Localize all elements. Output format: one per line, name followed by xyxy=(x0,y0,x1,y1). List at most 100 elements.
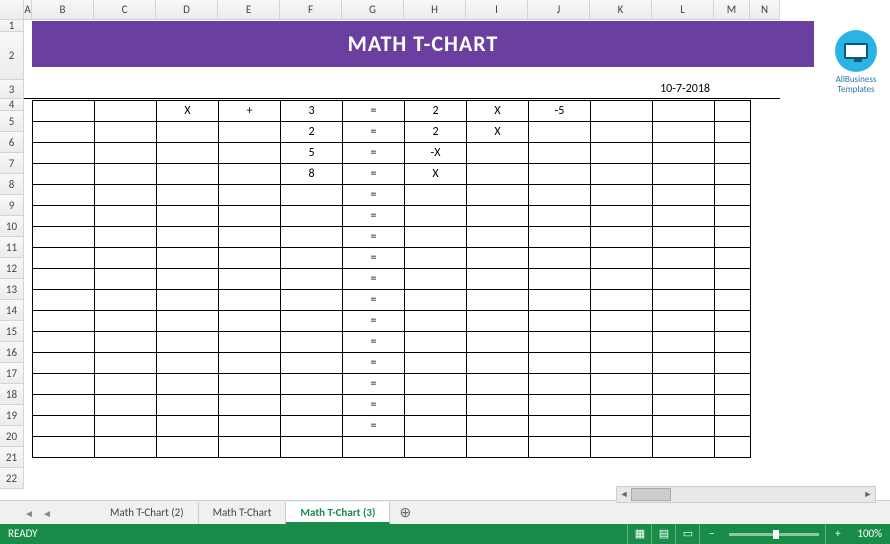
tchart-cell-r5-c5[interactable]: = xyxy=(343,206,405,227)
tchart-cell-r1-c6[interactable]: 2 xyxy=(405,122,467,143)
tchart-cell-r2-c4[interactable]: 5 xyxy=(281,143,343,164)
cell-A18[interactable] xyxy=(24,384,32,405)
tchart-cell-r3-c1[interactable] xyxy=(95,164,157,185)
tchart-cell-r4-c8[interactable] xyxy=(529,185,591,206)
row-header-21[interactable]: 21 xyxy=(0,447,24,468)
cell-M3[interactable] xyxy=(714,80,750,99)
tchart-cell-r7-c9[interactable] xyxy=(591,248,653,269)
tchart-cell-r10-c5[interactable]: = xyxy=(343,311,405,332)
sheet-tab[interactable]: Math T-Chart (3) xyxy=(286,502,390,524)
tchart-cell-r13-c7[interactable] xyxy=(467,374,529,395)
tchart-cell-r12-c3[interactable] xyxy=(219,353,281,374)
tchart-cell-r16-c9[interactable] xyxy=(591,437,653,458)
tchart-cell-r2-c6[interactable]: -X xyxy=(405,143,467,164)
tchart-cell-r15-c6[interactable] xyxy=(405,416,467,437)
tchart-cell-r5-c9[interactable] xyxy=(591,206,653,227)
tchart-cell-r8-c3[interactable] xyxy=(219,269,281,290)
tchart-cell-r13-c9[interactable] xyxy=(591,374,653,395)
cell-N12[interactable] xyxy=(750,258,780,279)
tchart-cell-r14-c7[interactable] xyxy=(467,395,529,416)
tchart-cell-r14-c5[interactable]: = xyxy=(343,395,405,416)
sheet-tab[interactable]: Math T-Chart (2) xyxy=(96,502,199,524)
cell-N21[interactable] xyxy=(750,447,780,468)
cell-A9[interactable] xyxy=(24,195,32,216)
scroll-right-icon[interactable]: ► xyxy=(861,487,875,502)
tchart-cell-r7-c8[interactable] xyxy=(529,248,591,269)
tchart-cell-r3-c9[interactable] xyxy=(591,164,653,185)
cell-N4[interactable] xyxy=(750,99,780,111)
column-header-L[interactable]: L xyxy=(652,0,714,20)
tchart-cell-r1-c0[interactable] xyxy=(33,122,95,143)
column-header-H[interactable]: H xyxy=(404,0,466,20)
tchart-cell-r7-c2[interactable] xyxy=(157,248,219,269)
tchart-cell-r9-c0[interactable] xyxy=(33,290,95,311)
zoom-slider[interactable] xyxy=(729,533,819,536)
tchart-cell-r9-c7[interactable] xyxy=(467,290,529,311)
cell-N15[interactable] xyxy=(750,321,780,342)
tchart-cell-r16-c6[interactable] xyxy=(405,437,467,458)
cell-E3[interactable] xyxy=(218,80,280,99)
tchart-cell-r14-c0[interactable] xyxy=(33,395,95,416)
tchart-cell-r2-c1[interactable] xyxy=(95,143,157,164)
tchart-cell-r7-c6[interactable] xyxy=(405,248,467,269)
tchart-cell-r10-c11[interactable] xyxy=(715,311,751,332)
row-header-9[interactable]: 9 xyxy=(0,195,24,216)
tchart-cell-r1-c8[interactable] xyxy=(529,122,591,143)
tchart-cell-r2-c10[interactable] xyxy=(653,143,715,164)
tchart-cell-r14-c11[interactable] xyxy=(715,395,751,416)
tchart-cell-r3-c2[interactable] xyxy=(157,164,219,185)
tchart-cell-r4-c4[interactable] xyxy=(281,185,343,206)
scroll-left-icon[interactable]: ◄ xyxy=(617,487,631,502)
tchart-cell-r10-c6[interactable] xyxy=(405,311,467,332)
tchart-cell-r14-c4[interactable] xyxy=(281,395,343,416)
tchart-cell-r5-c1[interactable] xyxy=(95,206,157,227)
cell-N18[interactable] xyxy=(750,384,780,405)
tchart-cell-r15-c0[interactable] xyxy=(33,416,95,437)
tchart-cell-r5-c11[interactable] xyxy=(715,206,751,227)
column-header-B[interactable]: B xyxy=(32,0,94,20)
tchart-cell-r0-c7[interactable]: X xyxy=(467,101,529,122)
tchart-cell-r13-c3[interactable] xyxy=(219,374,281,395)
tchart-cell-r14-c8[interactable] xyxy=(529,395,591,416)
tchart-cell-r15-c8[interactable] xyxy=(529,416,591,437)
tchart-cell-r15-c9[interactable] xyxy=(591,416,653,437)
tchart-cell-r6-c10[interactable] xyxy=(653,227,715,248)
column-header-K[interactable]: K xyxy=(590,0,652,20)
cell-B3[interactable] xyxy=(32,80,94,99)
tchart-cell-r11-c7[interactable] xyxy=(467,332,529,353)
tchart-cell-r7-c7[interactable] xyxy=(467,248,529,269)
tchart-cell-r3-c10[interactable] xyxy=(653,164,715,185)
tchart-cell-r6-c1[interactable] xyxy=(95,227,157,248)
cell-N5[interactable] xyxy=(750,111,780,132)
tchart-cell-r6-c0[interactable] xyxy=(33,227,95,248)
row-header-18[interactable]: 18 xyxy=(0,384,24,405)
tchart-cell-r8-c1[interactable] xyxy=(95,269,157,290)
tchart-cell-r11-c10[interactable] xyxy=(653,332,715,353)
tchart-cell-r2-c11[interactable] xyxy=(715,143,751,164)
tchart-cell-r9-c5[interactable]: = xyxy=(343,290,405,311)
tchart-cell-r4-c7[interactable] xyxy=(467,185,529,206)
column-header-F[interactable]: F xyxy=(280,0,342,20)
cell-A11[interactable] xyxy=(24,237,32,258)
cell-A15[interactable] xyxy=(24,321,32,342)
tchart-cell-r0-c0[interactable] xyxy=(33,101,95,122)
tchart-cell-r2-c5[interactable]: = xyxy=(343,143,405,164)
cell-A16[interactable] xyxy=(24,342,32,363)
tchart-cell-r14-c9[interactable] xyxy=(591,395,653,416)
cell-N6[interactable] xyxy=(750,132,780,153)
tchart-cell-r12-c11[interactable] xyxy=(715,353,751,374)
tchart-cell-r10-c9[interactable] xyxy=(591,311,653,332)
tchart-cell-r13-c4[interactable] xyxy=(281,374,343,395)
tchart-cell-r7-c5[interactable]: = xyxy=(343,248,405,269)
cell-D22[interactable] xyxy=(156,468,218,489)
cell-A17[interactable] xyxy=(24,363,32,384)
tchart-cell-r16-c3[interactable] xyxy=(219,437,281,458)
tchart-cell-r11-c8[interactable] xyxy=(529,332,591,353)
tchart-cell-r6-c6[interactable] xyxy=(405,227,467,248)
tchart-cell-r13-c0[interactable] xyxy=(33,374,95,395)
tchart-cell-r9-c6[interactable] xyxy=(405,290,467,311)
cell-E22[interactable] xyxy=(218,468,280,489)
tchart-cell-r4-c5[interactable]: = xyxy=(343,185,405,206)
tchart-cell-r4-c0[interactable] xyxy=(33,185,95,206)
cell-N13[interactable] xyxy=(750,279,780,300)
